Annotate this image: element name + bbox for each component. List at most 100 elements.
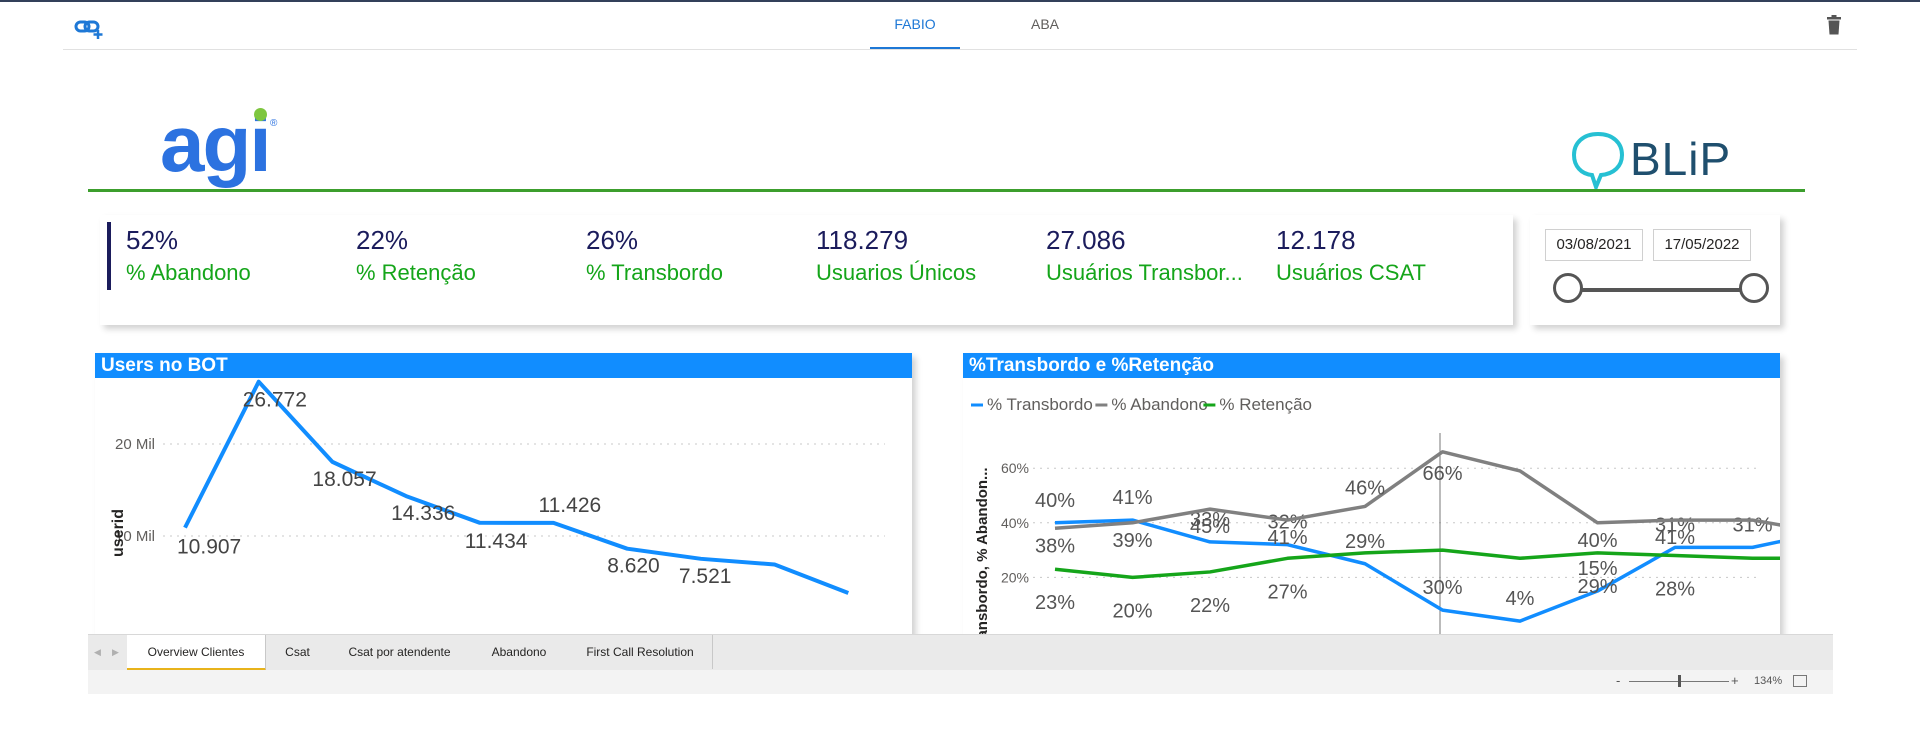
page-tab-bar: ◀ ▶ Overview Clientes Csat Csat por aten… — [88, 634, 1833, 671]
blip-logo: BLiP — [1570, 128, 1730, 190]
data-label: 4% — [1506, 588, 1535, 610]
data-label: 10.907 — [177, 536, 241, 559]
date-slider-track[interactable] — [1568, 288, 1754, 292]
tab-aba[interactable]: ABA — [1030, 16, 1059, 32]
y-axis-label: ansbordo, % Abandon... — [974, 467, 991, 634]
tab-fabio[interactable]: FABIO — [870, 2, 960, 49]
top-border — [0, 0, 1920, 2]
data-label: 26.772 — [243, 389, 307, 412]
kpi-label: Usuários CSAT — [1276, 260, 1426, 285]
kpi-value: 118.279 — [816, 225, 909, 255]
kpi-value: 52% — [126, 225, 179, 255]
series-line — [1054, 518, 1780, 623]
date-range-slicer: 03/08/2021 17/05/2022 — [1530, 215, 1780, 325]
link-add-icon[interactable] — [74, 16, 106, 40]
data-label: 40% — [1577, 530, 1617, 552]
y-tick-label: 20 Mil — [115, 436, 155, 453]
kpi-usuarios-csat: 12.178 Usuários CSAT — [1276, 225, 1426, 286]
data-label: 11.434 — [465, 530, 528, 553]
page-tab-csat[interactable]: Csat — [266, 635, 330, 669]
kpi-abandono: 52% % Abandono — [126, 225, 251, 286]
data-label: 30% — [1422, 577, 1462, 599]
data-label: 46% — [1345, 477, 1385, 499]
transbordo-retencao-panel: %Transbordo e %Retenção % Transbordo % Ab… — [963, 353, 1780, 634]
legend-item: % Abandono — [1111, 395, 1207, 414]
y-axis-label: userid — [110, 509, 127, 557]
panel-title: %Transbordo e %Retenção — [963, 353, 1780, 378]
data-label: 14.336 — [391, 502, 455, 525]
date-slider-start-handle[interactable] — [1553, 273, 1583, 303]
y-tick-label: 20% — [1001, 569, 1029, 585]
data-label: 41% — [1655, 527, 1695, 549]
page-tab-csat-por-atendente[interactable]: Csat por atendente — [329, 635, 471, 669]
panel-title: Users no BOT — [95, 353, 912, 378]
kpi-label: % Abandono — [126, 260, 251, 285]
header-divider — [88, 189, 1805, 192]
zoom-slider-handle[interactable] — [1678, 675, 1681, 687]
data-label: 66% — [1422, 463, 1462, 485]
kpi-label: % Retenção — [356, 260, 476, 285]
data-label: 22% — [1190, 595, 1230, 617]
prev-page-arrow-icon[interactable]: ◀ — [94, 647, 101, 657]
page-tab-overview-clientes[interactable]: Overview Clientes — [127, 635, 266, 671]
transbordo-retencao-chart: % Transbordo % Abandono % Retenção 20% 40% 60… — [971, 395, 1780, 634]
kpi-value: 22% — [356, 225, 409, 255]
status-bar: - + 134% — [88, 670, 1833, 694]
date-slider-end-handle[interactable] — [1739, 273, 1769, 303]
data-label: 45% — [1190, 516, 1230, 538]
agi-logo-dot — [254, 108, 267, 121]
trash-icon[interactable] — [1826, 15, 1842, 35]
zoom-level: 134% — [1754, 675, 1783, 687]
series-line — [1054, 450, 1780, 531]
report-canvas: agi ® BLiP 52% % Abandono 22% % Retenção… — [88, 62, 1832, 634]
series-line — [1054, 548, 1780, 580]
data-label: 18.057 — [312, 468, 376, 491]
kpi-value: 12.178 — [1276, 225, 1356, 255]
legend-item: % Transbordo — [987, 395, 1093, 414]
data-label: 41% — [1267, 527, 1307, 549]
data-label: 29% — [1577, 576, 1617, 598]
kpi-value: 27.086 — [1046, 225, 1126, 255]
series-line — [183, 379, 850, 595]
data-label: 23% — [1035, 592, 1075, 614]
top-bar: FABIO ABA — [63, 2, 1857, 50]
agi-logo: agi — [160, 99, 272, 188]
data-label: 41% — [1112, 487, 1152, 509]
kpi-label: Usuários Transbor... — [1046, 260, 1243, 285]
kpi-label: Usuarios Únicos — [816, 260, 977, 285]
data-label: 39% — [1112, 530, 1152, 552]
data-label: 27% — [1267, 581, 1307, 603]
registered-mark: ® — [270, 118, 278, 129]
kpi-transbordo: 26% % Transbordo — [586, 225, 723, 286]
data-label: 28% — [1655, 579, 1695, 601]
blip-logo-text: BLiP — [1630, 133, 1732, 185]
kpi-usuarios-transbordo: 27.086 Usuários Transbor... — [1046, 225, 1243, 286]
end-date-input[interactable]: 17/05/2022 — [1653, 229, 1751, 261]
data-label: 29% — [1345, 531, 1385, 553]
page-tab-first-call-resolution[interactable]: First Call Resolution — [568, 635, 713, 669]
kpi-card: 52% % Abandono 22% % Retenção 26% % Tran… — [100, 215, 1513, 325]
data-label: 40% — [1035, 490, 1075, 512]
data-label: 11.426 — [539, 494, 602, 517]
y-tick-label: 40% — [1001, 515, 1029, 531]
data-label: 8.620 — [607, 555, 660, 578]
data-label: 38% — [1035, 535, 1075, 557]
page-tab-abandono[interactable]: Abandono — [470, 635, 569, 669]
kpi-value: 26% — [586, 225, 639, 255]
data-label: 31% — [1732, 514, 1772, 536]
data-label: 7.521 — [679, 565, 732, 588]
fit-to-page-icon[interactable] — [1793, 675, 1807, 687]
start-date-input[interactable]: 03/08/2021 — [1545, 229, 1643, 261]
y-tick-label: 60% — [1001, 460, 1029, 476]
zoom-in-button[interactable]: + — [1731, 673, 1739, 688]
data-label: 33% — [1190, 509, 1230, 531]
next-page-arrow-icon[interactable]: ▶ — [112, 647, 119, 657]
y-tick-label: 10 Mil — [115, 528, 155, 545]
legend-item: % Retenção — [1219, 395, 1312, 414]
kpi-label: % Transbordo — [586, 260, 723, 285]
data-label: 20% — [1112, 600, 1152, 622]
zoom-out-button[interactable]: - — [1616, 673, 1621, 688]
kpi-retencao: 22% % Retenção — [356, 225, 476, 286]
